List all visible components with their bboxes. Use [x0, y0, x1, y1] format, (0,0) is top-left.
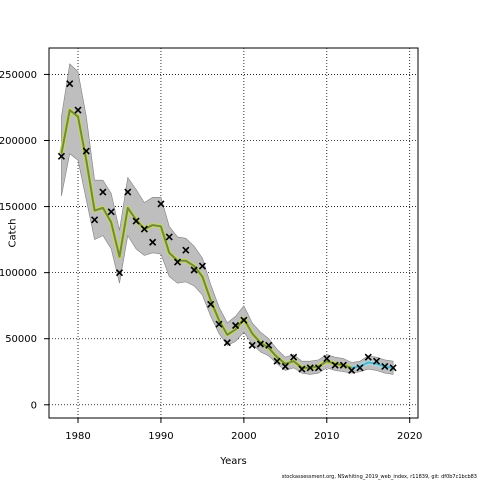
x-tick-label: 1990: [148, 431, 173, 442]
observed-point: [348, 366, 356, 374]
observed-point: [290, 353, 298, 361]
y-tick-label: 0: [31, 400, 37, 411]
observed-point: [74, 106, 82, 114]
observed-point: [265, 341, 273, 349]
observed-point: [306, 364, 314, 372]
observed-point: [356, 364, 364, 372]
observed-point: [124, 188, 132, 196]
observed-point: [91, 216, 99, 224]
observed-point: [281, 362, 289, 371]
y-axis-label: Catch: [8, 219, 19, 248]
observed-point: [66, 80, 74, 88]
observed-point: [298, 365, 306, 373]
observed-point: [82, 147, 90, 155]
observed-point: [331, 361, 339, 369]
observed-point: [215, 320, 223, 328]
y-axis-ticks: 0 50000 100000 150000 200000 250000: [0, 70, 49, 411]
observed-point: [232, 321, 240, 330]
x-tick-label: 2020: [397, 431, 422, 442]
observed-point: [165, 233, 173, 241]
plot-frame: [48, 47, 419, 419]
y-tick-label: 150000: [0, 202, 37, 213]
observed-point: [198, 262, 206, 270]
observed-point: [223, 339, 231, 347]
observed-point: [107, 208, 115, 216]
observed-point: [149, 238, 157, 246]
observed-point: [173, 258, 182, 266]
observed-points-group: [57, 80, 397, 374]
y-tick-label: 50000: [5, 334, 37, 345]
observed-point: [314, 364, 323, 372]
x-axis-label: Years: [219, 456, 246, 467]
observed-point: [240, 316, 248, 324]
y-tick-label: 200000: [0, 136, 37, 147]
x-axis-ticks: 1980 1990 2000 2010 2020: [65, 418, 422, 442]
observed-point: [364, 353, 372, 361]
observed-point: [381, 362, 389, 371]
observed-point: [182, 246, 190, 254]
observed-point: [57, 152, 66, 160]
observed-point: [157, 200, 165, 208]
observed-point: [339, 361, 347, 369]
observed-point: [115, 269, 124, 277]
observed-point: [190, 266, 198, 274]
observed-point: [323, 354, 331, 363]
observed-point: [248, 341, 256, 349]
observed-point: [140, 225, 148, 233]
observed-point: [273, 357, 281, 365]
x-tick-label: 2010: [314, 431, 339, 442]
observed-point: [132, 217, 140, 225]
observed-point: [372, 357, 381, 365]
observed-point: [207, 300, 215, 308]
x-tick-label: 2000: [231, 431, 256, 442]
observed-point: [256, 340, 265, 348]
footer-text: stockassessment.org, NSwhiting_2019_web_…: [282, 474, 477, 480]
x-tick-label: 1980: [65, 431, 90, 442]
observed-point: [99, 188, 107, 196]
y-tick-label: 250000: [0, 70, 37, 81]
observed-point: [389, 364, 397, 372]
y-tick-label: 100000: [0, 268, 37, 279]
